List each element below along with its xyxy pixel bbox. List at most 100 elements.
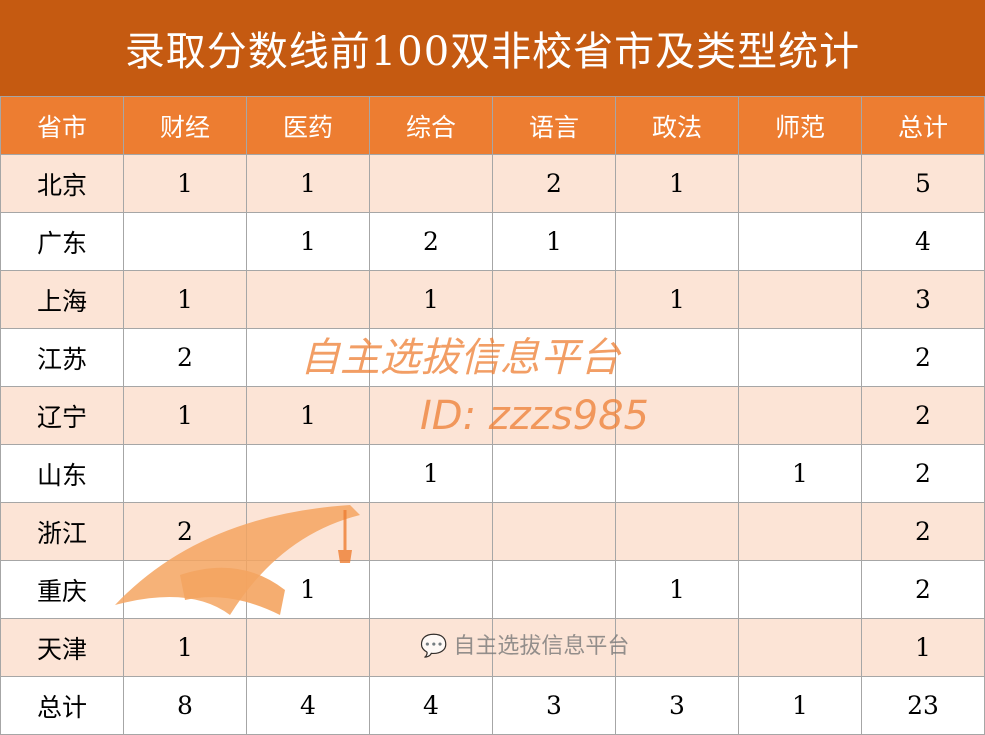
count-cell: [492, 386, 616, 445]
count-cell: 1: [369, 270, 493, 329]
table-row: 重庆 1 1 2: [0, 560, 985, 619]
count-cell: 1: [738, 676, 862, 735]
count-cell: [615, 444, 739, 503]
count-cell: [369, 618, 493, 677]
count-cell: [738, 560, 862, 619]
count-cell: [246, 502, 370, 561]
count-cell: 1: [246, 560, 370, 619]
column-header: 政法: [615, 96, 739, 155]
province-cell: 山东: [0, 444, 124, 503]
count-cell: 4: [246, 676, 370, 735]
table-row: 浙江 2 2: [0, 502, 985, 561]
count-cell: [369, 328, 493, 387]
count-cell: 1: [123, 618, 247, 677]
count-cell: 2: [861, 386, 985, 445]
province-cell: 江苏: [0, 328, 124, 387]
count-cell: [246, 328, 370, 387]
count-cell: [615, 502, 739, 561]
count-cell: 1: [492, 212, 616, 271]
count-cell: [492, 444, 616, 503]
wechat-icon: 💬: [420, 634, 448, 659]
count-cell: [738, 154, 862, 213]
column-header: 综合: [369, 96, 493, 155]
count-cell: [738, 328, 862, 387]
total-row: 总计 8 4 4 3 3 1 23: [0, 676, 985, 735]
count-cell: [615, 386, 739, 445]
count-cell: 1: [738, 444, 862, 503]
table-row: 天津 1 1: [0, 618, 985, 677]
count-cell: [246, 444, 370, 503]
count-cell: 3: [492, 676, 616, 735]
count-cell: 2: [369, 212, 493, 271]
count-cell: 1: [369, 444, 493, 503]
count-cell: [615, 618, 739, 677]
count-cell: [738, 502, 862, 561]
count-cell: 4: [861, 212, 985, 271]
province-cell: 天津: [0, 618, 124, 677]
wechat-watermark: 💬 自主选拔信息平台: [420, 631, 629, 663]
count-cell: 5: [861, 154, 985, 213]
count-cell: [369, 386, 493, 445]
count-cell: 23: [861, 676, 985, 735]
count-cell: [246, 270, 370, 329]
count-cell: 2: [123, 328, 247, 387]
count-cell: [492, 560, 616, 619]
count-cell: [738, 270, 862, 329]
table-row: 辽宁 1 1 2: [0, 386, 985, 445]
count-cell: [615, 212, 739, 271]
count-cell: 4: [369, 676, 493, 735]
table-row: 山东 1 1 2: [0, 444, 985, 503]
count-cell: 1: [123, 386, 247, 445]
province-cell: 总计: [0, 676, 124, 735]
count-cell: [615, 328, 739, 387]
table-row: 北京 1 1 2 1 5: [0, 154, 985, 213]
wechat-account: 自主选拔信息平台: [453, 634, 630, 659]
count-cell: 1: [246, 212, 370, 271]
column-header: 省市: [0, 96, 124, 155]
count-cell: [492, 502, 616, 561]
count-cell: 1: [246, 386, 370, 445]
province-cell: 北京: [0, 154, 124, 213]
table-row: 广东 1 2 1 4: [0, 212, 985, 271]
count-cell: [123, 444, 247, 503]
count-cell: [369, 154, 493, 213]
province-cell: 浙江: [0, 502, 124, 561]
count-cell: 1: [123, 154, 247, 213]
province-cell: 重庆: [0, 560, 124, 619]
count-cell: 1: [861, 618, 985, 677]
count-cell: [369, 502, 493, 561]
table-row: 江苏 2 2: [0, 328, 985, 387]
count-cell: [738, 618, 862, 677]
province-cell: 上海: [0, 270, 124, 329]
count-cell: 2: [861, 502, 985, 561]
count-cell: [123, 212, 247, 271]
column-header: 财经: [123, 96, 247, 155]
count-cell: [738, 212, 862, 271]
column-header: 师范: [738, 96, 862, 155]
province-cell: 辽宁: [0, 386, 124, 445]
count-cell: 1: [615, 560, 739, 619]
count-cell: 2: [861, 560, 985, 619]
count-cell: 3: [615, 676, 739, 735]
count-cell: [738, 386, 862, 445]
count-cell: [123, 560, 247, 619]
count-cell: 8: [123, 676, 247, 735]
count-cell: [369, 560, 493, 619]
count-cell: 1: [615, 270, 739, 329]
count-cell: 2: [123, 502, 247, 561]
count-cell: [246, 618, 370, 677]
page-title: 录取分数线前100双非校省市及类型统计: [0, 0, 985, 96]
column-header: 医药: [246, 96, 370, 155]
province-cell: 广东: [0, 212, 124, 271]
count-cell: 2: [861, 328, 985, 387]
count-cell: 3: [861, 270, 985, 329]
count-cell: 2: [861, 444, 985, 503]
count-cell: [492, 270, 616, 329]
count-cell: 1: [123, 270, 247, 329]
header-row: 省市 财经 医药 综合 语言 政法 师范 总计: [0, 96, 985, 155]
count-cell: [492, 328, 616, 387]
count-cell: 1: [246, 154, 370, 213]
column-header: 总计: [861, 96, 985, 155]
count-cell: 2: [492, 154, 616, 213]
count-cell: 1: [615, 154, 739, 213]
